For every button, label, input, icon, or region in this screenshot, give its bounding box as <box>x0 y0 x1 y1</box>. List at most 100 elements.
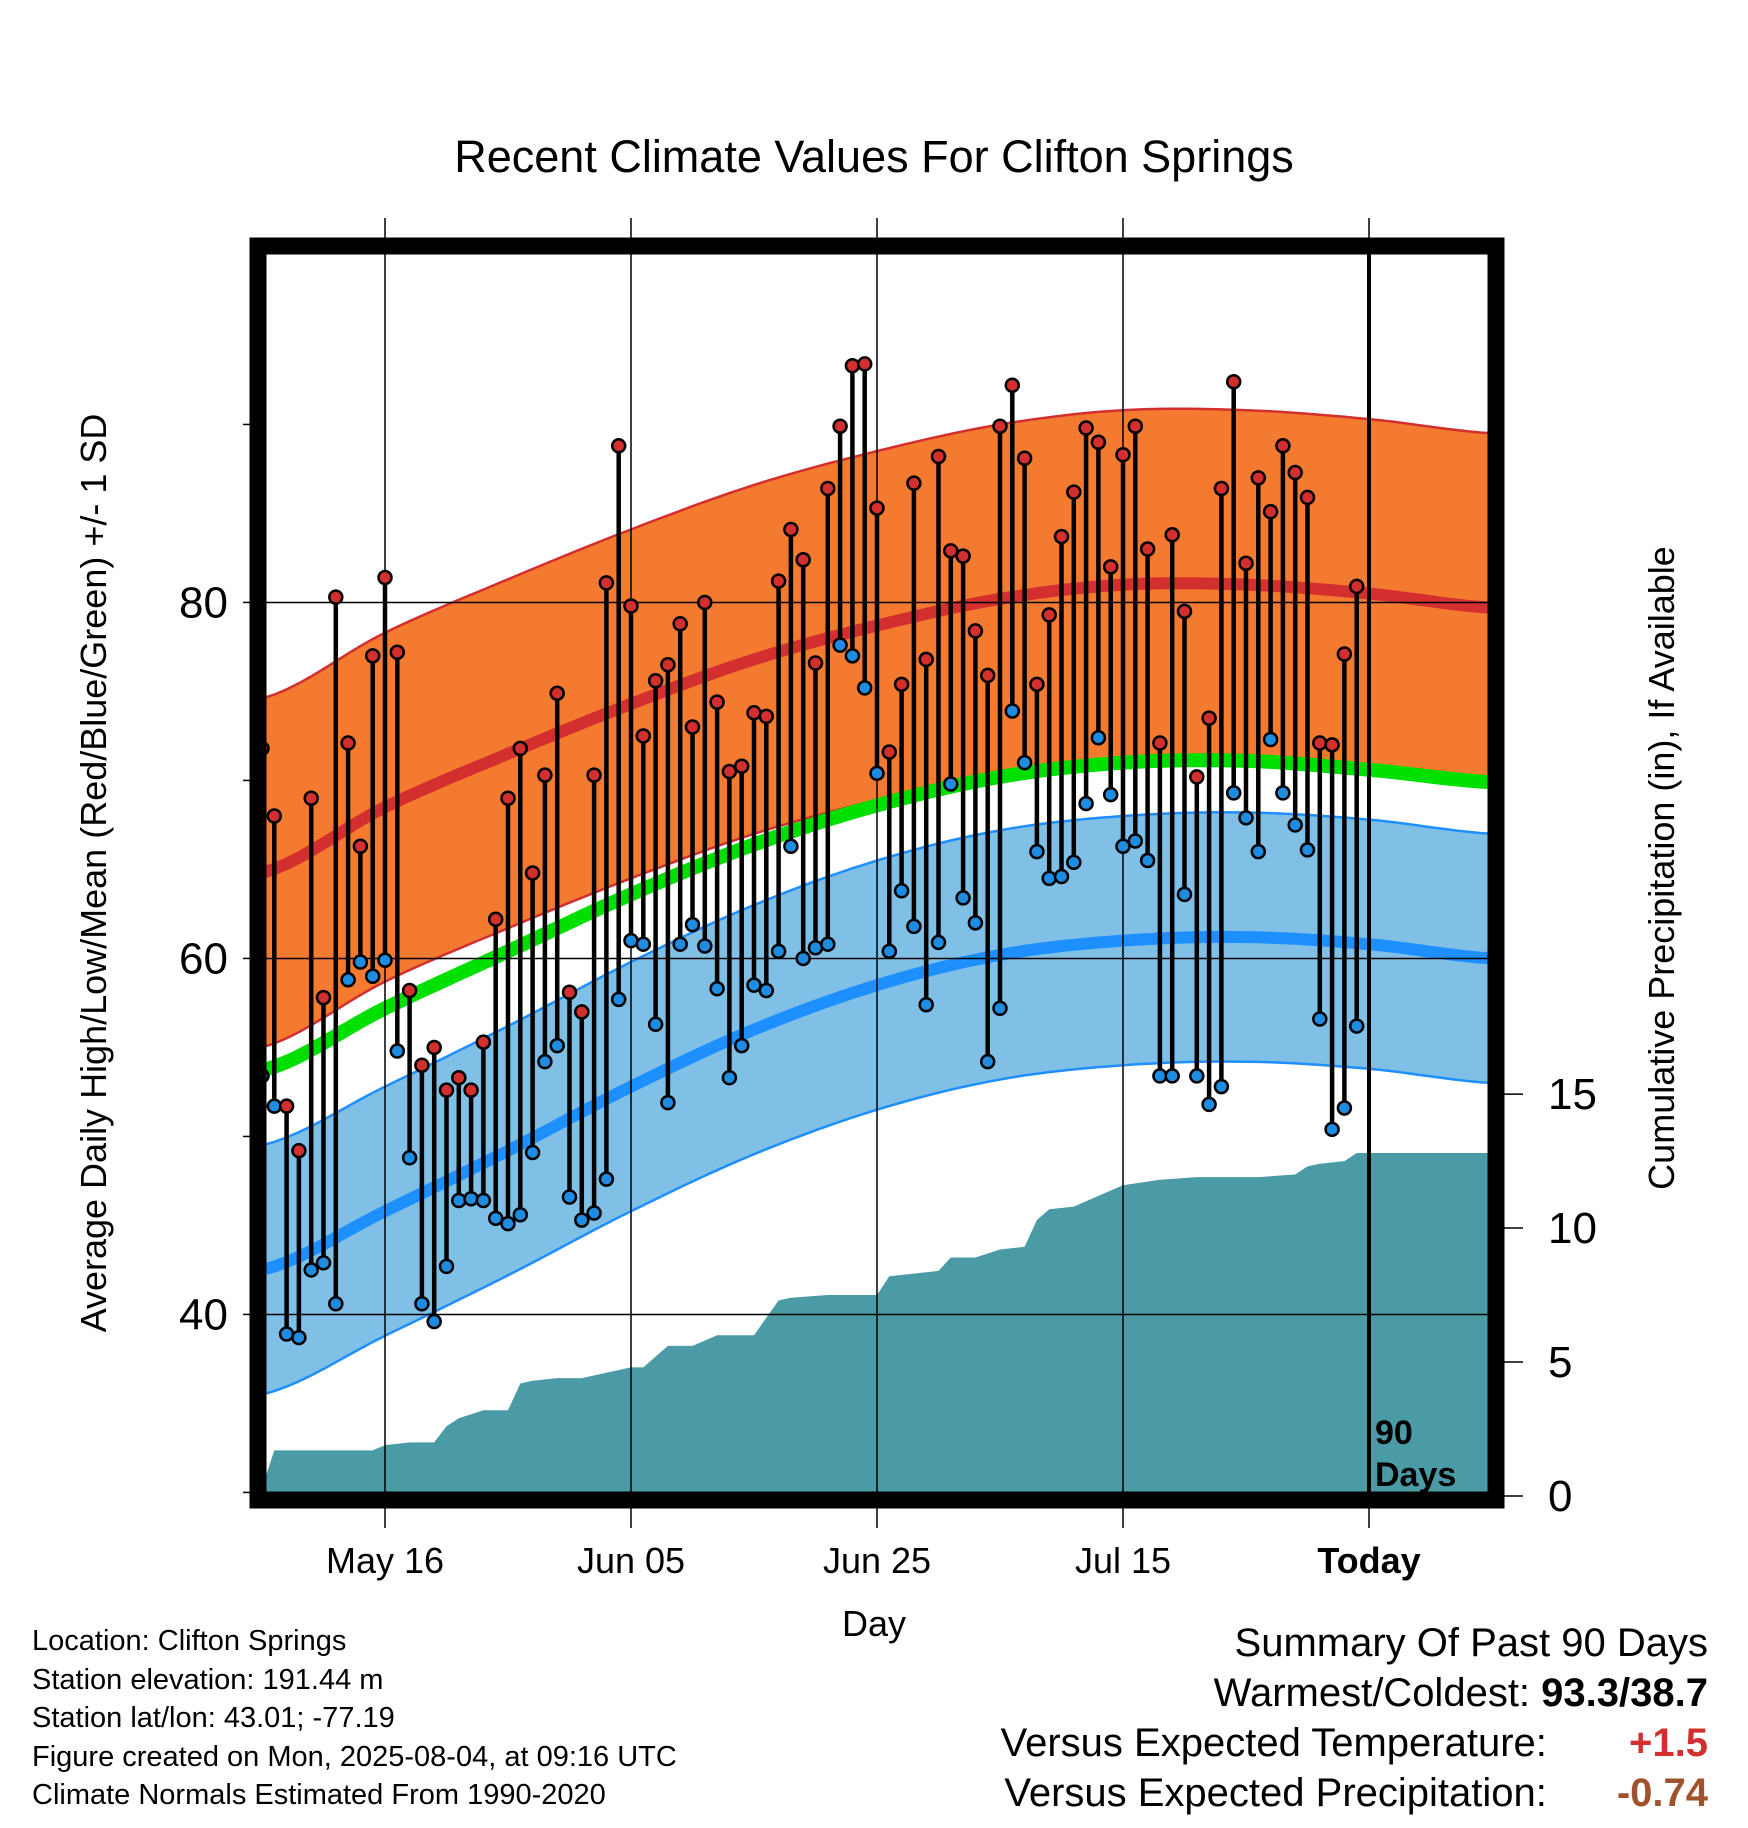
daily-high-point <box>487 911 504 928</box>
daily-low-point <box>1250 843 1267 860</box>
daily-low-point <box>697 938 713 954</box>
daily-high-point <box>709 694 725 710</box>
daily-high-point <box>512 740 529 757</box>
daily-high-point <box>291 1142 307 1159</box>
daily-high-point <box>906 475 922 491</box>
precip-anomaly-row: Versus Expected Precipitation: -0.74 <box>1001 1768 1708 1818</box>
precip-anomaly-value: -0.74 <box>1616 1771 1708 1815</box>
temp-anomaly-value: +1.5 <box>1629 1721 1708 1765</box>
daily-high-point <box>856 356 873 372</box>
daily-low-point <box>979 1053 996 1070</box>
daily-low-point <box>1336 1100 1353 1116</box>
y2-tick-label: 15 <box>1548 1070 1597 1119</box>
daily-low-point <box>1115 838 1131 855</box>
temp-anomaly-label: Versus Expected Temperature: <box>1000 1721 1547 1765</box>
daily-high-point <box>315 989 332 1006</box>
daily-low-point <box>906 918 922 935</box>
daily-high-point <box>1348 578 1365 595</box>
daily-high-point <box>1262 503 1279 520</box>
warmest-coldest-label: Warmest/Coldest: <box>1213 1671 1531 1715</box>
daily-high-point <box>1189 769 1205 785</box>
y2-tick-label: 0 <box>1548 1472 1572 1521</box>
daily-low-point <box>918 996 934 1013</box>
daily-high-point <box>721 763 738 780</box>
daily-high-point <box>955 548 971 564</box>
daily-high-point <box>574 1004 590 1020</box>
daily-high-point <box>1250 470 1267 486</box>
daily-low-point <box>561 1189 578 1205</box>
daily-low-point <box>549 1037 565 1054</box>
daily-low-point <box>426 1313 442 1330</box>
daily-low-point <box>1041 870 1057 887</box>
daily-low-point <box>1275 785 1291 801</box>
daily-low-point <box>1164 1068 1180 1084</box>
daily-high-point <box>1004 377 1021 394</box>
x-tick-label: Jul 15 <box>1075 1540 1171 1581</box>
daily-low-point <box>512 1207 529 1223</box>
daily-high-point <box>1213 480 1230 497</box>
daily-high-point <box>1127 418 1144 434</box>
daily-high-point <box>992 418 1008 434</box>
summary-title: Summary Of Past 90 Days <box>1234 1621 1708 1665</box>
daily-high-point <box>1299 489 1316 506</box>
daily-low-point <box>487 1210 504 1227</box>
daily-low-point <box>955 890 971 906</box>
daily-low-point <box>328 1296 344 1312</box>
x-tick-label: Today <box>1317 1540 1420 1581</box>
daily-high-point <box>893 676 910 693</box>
daily-high-point <box>930 448 947 465</box>
daily-high-point <box>733 758 750 774</box>
daily-high-point <box>1201 710 1217 726</box>
daily-low-point <box>438 1258 455 1275</box>
normals-text: Climate Normals Estimated From 1990-2020 <box>32 1779 606 1811</box>
daily-high-point <box>438 1082 455 1098</box>
x-tick-label: May 16 <box>326 1540 444 1581</box>
y2-tick-label: 5 <box>1548 1338 1572 1387</box>
daily-low-point <box>537 1053 553 1070</box>
daily-low-point <box>377 952 393 968</box>
daily-high-point <box>807 655 824 671</box>
daily-high-point <box>1139 541 1156 557</box>
daily-high-point <box>389 644 406 661</box>
daily-low-point <box>1201 1096 1217 1113</box>
warmest-coldest-row: Warmest/Coldest: 93.3/38.7 <box>1001 1668 1708 1718</box>
daily-low-point <box>660 1094 676 1111</box>
daily-low-point <box>1127 833 1144 849</box>
daily-low-point <box>684 916 701 933</box>
daily-low-point <box>1287 817 1303 833</box>
daily-low-point <box>967 915 984 931</box>
daily-low-point <box>475 1192 492 1209</box>
daily-high-point <box>586 767 602 783</box>
daily-high-point <box>1225 373 1242 390</box>
daily-low-point <box>795 950 811 967</box>
daily-low-point <box>1262 731 1279 748</box>
daily-high-point <box>684 719 701 735</box>
daily-high-point <box>1053 528 1070 545</box>
daily-low-point <box>1189 1068 1205 1084</box>
x-tick-label: Jun 25 <box>823 1540 931 1581</box>
daily-low-point <box>352 954 369 970</box>
daily-high-point <box>844 357 861 374</box>
daily-high-point <box>647 673 664 689</box>
daily-high-point <box>364 648 381 664</box>
daily-high-point <box>1176 603 1193 620</box>
daily-low-point <box>672 936 688 952</box>
daily-low-point <box>881 943 898 960</box>
y-tick-label: 80 <box>179 578 228 627</box>
daily-low-point <box>586 1205 602 1221</box>
daily-high-point <box>451 1069 467 1086</box>
daily-high-point <box>820 480 836 497</box>
x-tick-label: Jun 05 <box>577 1540 685 1581</box>
daily-high-point <box>1287 464 1303 481</box>
daily-high-point <box>1029 676 1045 693</box>
daily-high-point <box>623 598 639 614</box>
daily-low-point <box>1078 795 1094 812</box>
daily-high-point <box>475 1034 492 1050</box>
daily-low-point <box>574 1212 590 1228</box>
daily-low-point <box>266 1098 283 1114</box>
plot-frame <box>249 237 1505 1509</box>
daily-high-point <box>1066 484 1082 500</box>
daily-low-point <box>463 1190 479 1207</box>
daily-low-point <box>1066 854 1082 871</box>
